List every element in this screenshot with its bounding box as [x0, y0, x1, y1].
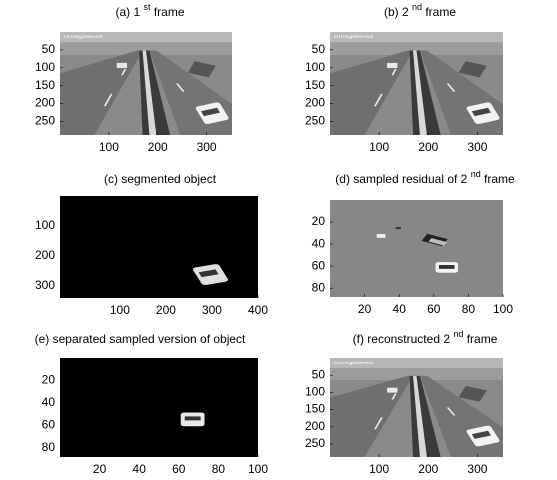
- x-tick-label: 100: [99, 140, 119, 154]
- title-part: frame: [422, 5, 456, 19]
- x-tick-label: 200: [148, 140, 168, 154]
- title-part: frame: [463, 332, 497, 346]
- x-tick-label: 300: [467, 140, 487, 154]
- y-tick-label: 250: [305, 114, 325, 128]
- figure: Unregistered (a) 1 st frame1002003005010…: [0, 0, 557, 480]
- subplot: (b) 2 nd frame 100 200 300 50 100 150 200 250: [305, 2, 503, 154]
- subplot-title: (f) reconstructed 2 nd frame: [353, 329, 498, 346]
- x-tick-label: 20: [93, 462, 107, 476]
- title-part: frame: [481, 172, 515, 186]
- subplot-title: (c) segmented object: [104, 172, 217, 186]
- subplot-title: (b) 2 nd frame: [384, 2, 456, 19]
- y-tick-label: 150: [305, 78, 325, 92]
- y-tick-label: 20: [42, 373, 56, 387]
- y-tick-label: 250: [35, 114, 55, 128]
- y-tick-label: 80: [42, 440, 56, 454]
- subplot-title: (a) 1 st frame: [115, 2, 184, 19]
- subplot-title: (d) sampled residual of 2 nd frame: [335, 169, 515, 186]
- subplot: (d) sampled residual of 2 nd frame 20 40 60…: [312, 169, 515, 316]
- y-tick-label: 200: [305, 96, 325, 110]
- y-tick-label: 250: [305, 436, 325, 450]
- subplot-title: (e) separated sampled version of object: [35, 332, 246, 346]
- y-tick-label: 60: [42, 418, 56, 432]
- y-tick-label: 100: [305, 60, 325, 74]
- x-tick-label: 60: [172, 462, 186, 476]
- title-part: (b) 2: [384, 5, 412, 19]
- x-tick-label: 100: [369, 140, 389, 154]
- y-tick-label: 200: [35, 248, 55, 262]
- image: [330, 358, 503, 457]
- x-tick-label: 40: [133, 462, 147, 476]
- y-tick-label: 50: [312, 367, 326, 381]
- y-tick-label: 150: [305, 402, 325, 416]
- y-tick-label: 300: [35, 278, 55, 292]
- title-superscript: nd: [453, 329, 463, 339]
- image: [60, 358, 258, 457]
- x-tick-label: 300: [197, 140, 217, 154]
- y-tick-label: 100: [35, 60, 55, 74]
- y-tick-label: 40: [42, 395, 56, 409]
- y-tick-label: 200: [35, 96, 55, 110]
- subplot: (f) reconstructed 2 nd frame 100 200 300 50 1…: [305, 329, 503, 476]
- x-tick-label: 80: [212, 462, 226, 476]
- x-tick-label: 300: [202, 303, 222, 317]
- subplot: (e) separated sampled version of object 2…: [35, 332, 269, 476]
- title-superscript: nd: [471, 169, 481, 179]
- x-tick-label: 20: [358, 302, 372, 316]
- x-tick-label: 400: [248, 303, 268, 317]
- x-tick-label: 200: [418, 140, 438, 154]
- image: [60, 32, 232, 135]
- subplot: (a) 1 st frame 100 200 300 50 100 150 200 250: [35, 2, 232, 154]
- title-part: (e) separated sampled version of object: [35, 332, 246, 346]
- y-tick-label: 200: [305, 419, 325, 433]
- y-tick-label: 20: [312, 214, 326, 228]
- image: [60, 196, 258, 298]
- image: [330, 200, 503, 297]
- y-tick-label: 150: [35, 78, 55, 92]
- y-tick-label: 100: [305, 385, 325, 399]
- x-tick-label: 300: [467, 462, 487, 476]
- title-part: frame: [151, 5, 185, 19]
- x-tick-label: 100: [110, 303, 130, 317]
- image: [330, 32, 503, 135]
- x-tick-label: 100: [248, 462, 268, 476]
- title-part: (c) segmented object: [104, 172, 217, 186]
- title-part: (a) 1: [115, 5, 143, 19]
- y-tick-label: 100: [35, 218, 55, 232]
- x-tick-label: 60: [427, 302, 441, 316]
- x-tick-label: 200: [418, 462, 438, 476]
- y-tick-label: 40: [312, 236, 326, 250]
- x-tick-label: 100: [369, 462, 389, 476]
- x-tick-label: 100: [493, 302, 513, 316]
- title-part: (d) sampled residual of 2: [335, 172, 470, 186]
- subplot: (c) segmented object 100 200 300 400 100 200 30…: [35, 172, 268, 317]
- y-tick-label: 60: [312, 258, 326, 272]
- x-tick-label: 200: [156, 303, 176, 317]
- x-tick-label: 80: [462, 302, 476, 316]
- y-tick-label: 50: [312, 42, 326, 56]
- y-tick-label: 80: [312, 280, 326, 294]
- x-tick-label: 40: [393, 302, 407, 316]
- title-part: (f) reconstructed 2: [353, 332, 454, 346]
- title-superscript: nd: [412, 2, 422, 12]
- y-tick-label: 50: [42, 42, 56, 56]
